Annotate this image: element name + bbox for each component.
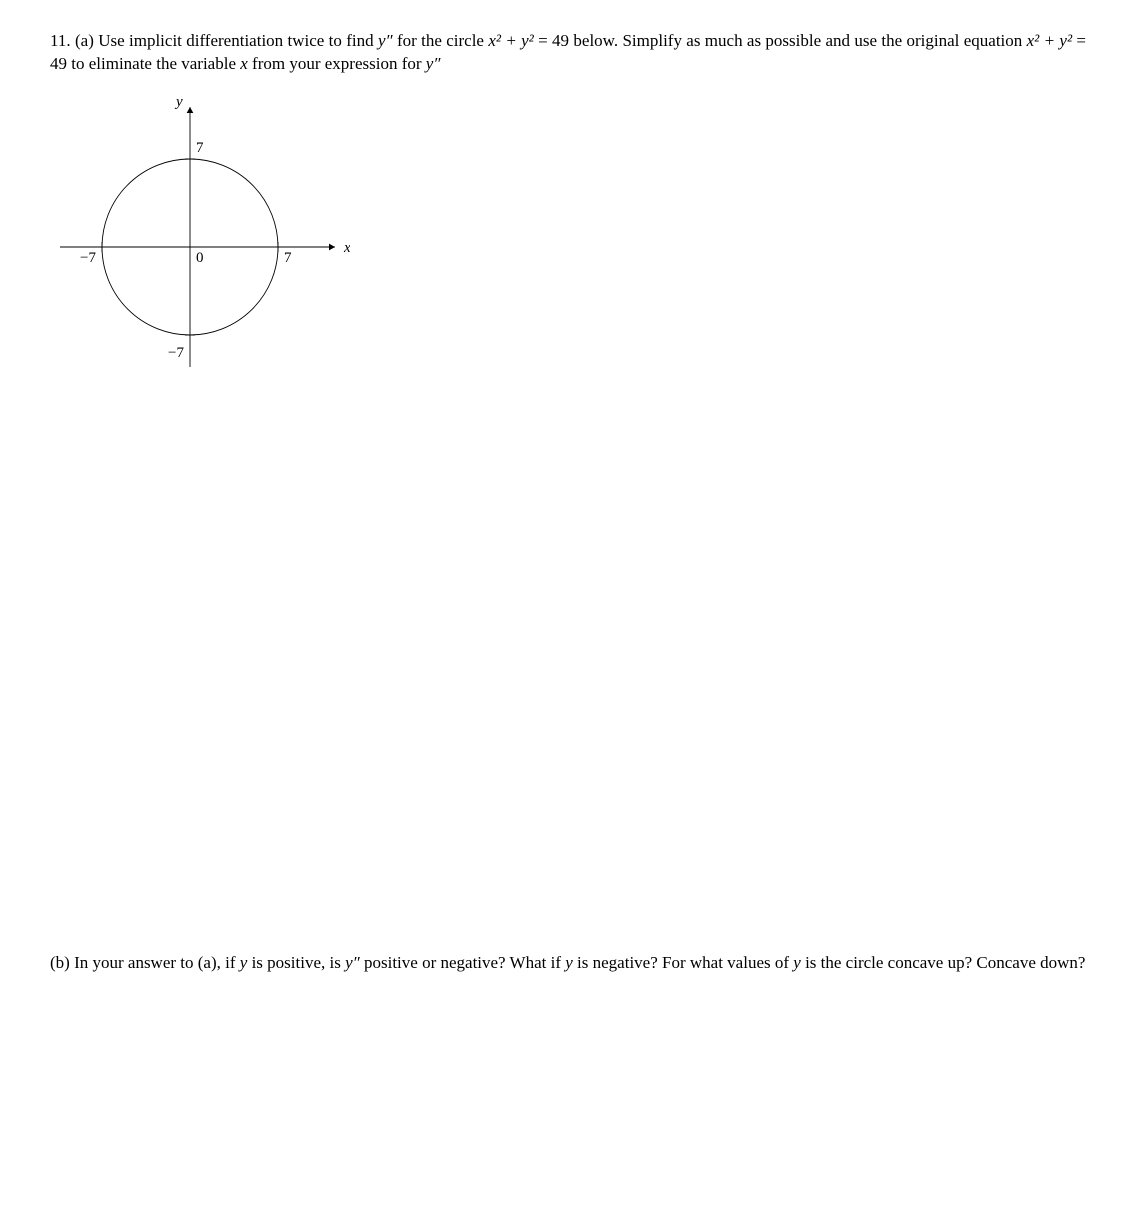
svg-text:0: 0	[196, 250, 204, 266]
svg-text:x: x	[343, 240, 350, 256]
text: is positive, is	[247, 953, 345, 972]
eq-lhs: x² + y²	[488, 31, 533, 50]
var-y3: y	[793, 953, 801, 972]
svg-text:−7: −7	[80, 250, 96, 266]
equation: x² + y²	[1027, 31, 1072, 50]
ypp3: y″	[345, 953, 360, 972]
equation: x² + y²	[488, 31, 533, 50]
text: Use implicit differentiation twice to fi…	[98, 31, 378, 50]
svg-text:y: y	[174, 94, 183, 110]
text: is the circle concave up? Concave down?	[801, 953, 1086, 972]
text: for the circle	[393, 31, 489, 50]
ypp: y″	[378, 31, 393, 50]
eq-rhs: = 49	[534, 31, 569, 50]
var-x: x	[240, 54, 248, 73]
part-b-label: (b)	[50, 953, 70, 972]
text: to eliminate the variable	[67, 54, 240, 73]
var-y2: y	[565, 953, 573, 972]
text: is negative? For what values of	[573, 953, 793, 972]
svg-text:−7: −7	[168, 345, 184, 361]
graph-svg: y x 0 −7 7 7 −7	[50, 82, 350, 372]
problem-number: 11.	[50, 31, 71, 50]
problem-part-a: 11. (a) Use implicit differentiation twi…	[50, 30, 1086, 76]
eq-lhs2: x² + y²	[1027, 31, 1072, 50]
text: positive or negative? What if	[360, 953, 566, 972]
text: from your expression for	[248, 54, 426, 73]
svg-text:7: 7	[284, 250, 292, 266]
ypp2: y″	[426, 54, 441, 73]
part-a-label: (a)	[75, 31, 94, 50]
text: below. Simplify as much as possible and …	[569, 31, 1027, 50]
circle-graph: y x 0 −7 7 7 −7	[50, 82, 1086, 372]
svg-text:7: 7	[196, 140, 204, 156]
problem-part-b: (b) In your answer to (a), if y is posit…	[50, 952, 1086, 975]
text: In your answer to (a), if	[70, 953, 240, 972]
